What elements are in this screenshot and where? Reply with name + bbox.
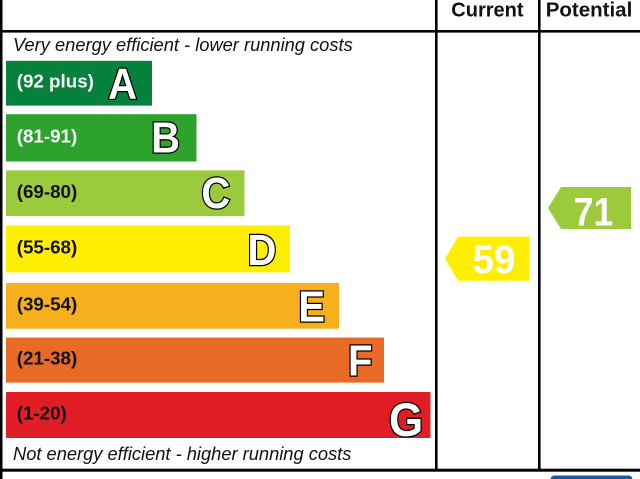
svg-text:A: A bbox=[108, 59, 137, 108]
svg-text:Current: Current bbox=[451, 0, 524, 22]
svg-text:E: E bbox=[298, 282, 325, 331]
svg-text:71: 71 bbox=[574, 190, 614, 234]
svg-text:(69-80): (69-80) bbox=[17, 181, 78, 202]
svg-text:59: 59 bbox=[473, 238, 516, 282]
svg-text:(81-91): (81-91) bbox=[17, 125, 78, 146]
svg-text:B: B bbox=[151, 113, 180, 162]
svg-text:(55-68): (55-68) bbox=[17, 236, 78, 257]
svg-text:(1-20): (1-20) bbox=[17, 403, 67, 424]
svg-text:F: F bbox=[348, 336, 372, 385]
svg-text:(21-38): (21-38) bbox=[17, 348, 78, 369]
svg-text:D: D bbox=[248, 226, 277, 275]
svg-text:Very energy efficient - lower: Very energy efficient - lower running co… bbox=[13, 34, 353, 55]
svg-text:(92 plus): (92 plus) bbox=[17, 71, 94, 92]
svg-text:Potential: Potential bbox=[546, 0, 633, 22]
svg-text:Not energy efficient - higher: Not energy efficient - higher running co… bbox=[13, 443, 351, 464]
svg-text:G: G bbox=[389, 393, 423, 446]
svg-text:(39-54): (39-54) bbox=[17, 293, 78, 314]
svg-text:C: C bbox=[201, 169, 230, 218]
